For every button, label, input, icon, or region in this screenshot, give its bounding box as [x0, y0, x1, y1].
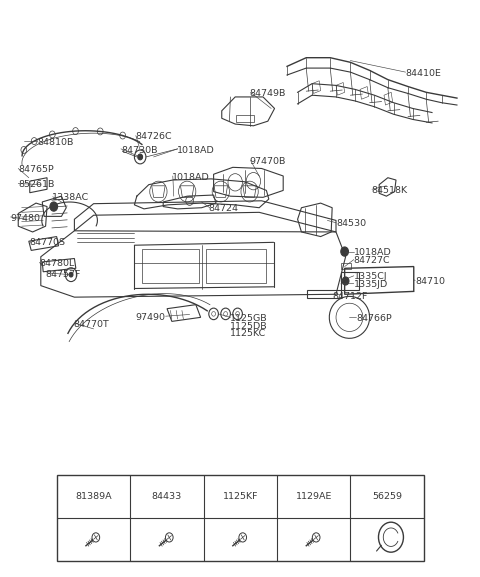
Text: 1335CJ: 1335CJ [354, 272, 387, 282]
Text: 97480: 97480 [11, 213, 40, 223]
Text: 1018AD: 1018AD [177, 145, 215, 155]
Text: 1335JD: 1335JD [354, 280, 388, 289]
Text: 84726C: 84726C [136, 132, 172, 141]
Text: 84749B: 84749B [250, 89, 286, 98]
Text: 1125KF: 1125KF [223, 492, 258, 501]
Text: 84410E: 84410E [406, 69, 442, 78]
Bar [57, 475, 424, 561]
Circle shape [50, 202, 58, 211]
Text: 84770S: 84770S [30, 238, 66, 247]
Text: 1125KC: 1125KC [229, 329, 266, 338]
Circle shape [69, 272, 73, 277]
Text: 1129AE: 1129AE [296, 492, 332, 501]
Text: 1018AD: 1018AD [172, 173, 210, 182]
Text: 84727C: 84727C [354, 256, 390, 265]
Text: 84433: 84433 [152, 492, 182, 501]
Text: 97470B: 97470B [250, 157, 286, 166]
Text: 84730B: 84730B [121, 145, 157, 155]
Text: 1125GB: 1125GB [229, 314, 267, 323]
Circle shape [138, 154, 143, 160]
Text: 84770T: 84770T [73, 320, 108, 329]
Text: 56259: 56259 [372, 492, 402, 501]
Circle shape [342, 277, 349, 285]
Text: 85261B: 85261B [18, 180, 55, 189]
Text: 84712F: 84712F [333, 291, 368, 301]
Circle shape [341, 247, 348, 256]
Text: 84765P: 84765P [18, 165, 54, 174]
Text: 84810B: 84810B [37, 138, 74, 147]
Text: 97490: 97490 [136, 313, 166, 322]
Text: 84766P: 84766P [356, 314, 392, 323]
Text: 81389A: 81389A [75, 492, 112, 501]
Text: 84724: 84724 [209, 204, 239, 213]
Text: 84757F: 84757F [46, 269, 81, 279]
Text: 84710: 84710 [415, 277, 445, 286]
Text: 1018AD: 1018AD [354, 248, 392, 257]
Text: 84780L: 84780L [39, 259, 74, 268]
Text: 1338AC: 1338AC [52, 193, 89, 203]
Text: 84530: 84530 [336, 219, 366, 228]
Text: 84518K: 84518K [371, 186, 407, 195]
Text: 1125DB: 1125DB [229, 321, 267, 331]
